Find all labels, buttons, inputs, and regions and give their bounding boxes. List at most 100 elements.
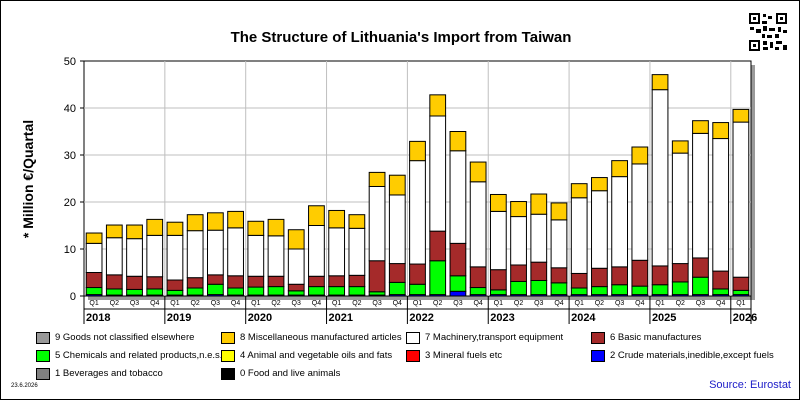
y-tick-label: 10 bbox=[64, 244, 76, 256]
x-tick-label: Q1 bbox=[89, 300, 98, 307]
bar-segment bbox=[166, 279, 184, 291]
x-tick-label: Q3 bbox=[292, 300, 301, 307]
bar-segment bbox=[489, 193, 507, 212]
x-tick-label: Q4 bbox=[554, 300, 563, 307]
bar-segment bbox=[388, 263, 406, 283]
bar-segment bbox=[206, 212, 224, 231]
bar-segment bbox=[348, 214, 366, 229]
bar-segment bbox=[732, 121, 750, 278]
year-label: 2026 bbox=[733, 312, 757, 324]
bar-segment bbox=[469, 287, 487, 296]
bar-segment bbox=[550, 282, 568, 296]
bar-segment bbox=[206, 229, 224, 276]
chart-svg: 0 10 20 30 40 50 Q1 Q2 Q3 Q4 Q1 Q2 Q3 Q4 Q1 Q2 Q3 Q4 Q1 Q2 Q… bbox=[64, 56, 757, 324]
bar-segment bbox=[671, 281, 689, 296]
bar-segment bbox=[126, 275, 143, 290]
bar-segment bbox=[692, 276, 709, 296]
bar-segment bbox=[247, 286, 265, 296]
bar-segment bbox=[105, 237, 123, 276]
bar-segment bbox=[692, 257, 709, 278]
bar-segment bbox=[530, 193, 548, 215]
bar-segment bbox=[267, 218, 285, 237]
year-label: 2018 bbox=[86, 312, 110, 324]
x-tick-label: Q3 bbox=[615, 300, 624, 307]
legend-swatch bbox=[221, 368, 235, 380]
date-stamp: 23.6.2026 bbox=[11, 383, 38, 389]
bar-segment bbox=[166, 221, 184, 236]
x-tick-label: Q2 bbox=[595, 300, 604, 307]
bar-segment bbox=[631, 163, 649, 261]
bar-segment bbox=[348, 274, 366, 288]
x-tick-label: Q2 bbox=[271, 300, 280, 307]
legend-swatch bbox=[36, 332, 50, 344]
year-label: 2020 bbox=[248, 312, 272, 324]
legend-label: 3 Mineral fuels etc bbox=[425, 350, 503, 361]
bar-segment bbox=[712, 288, 730, 296]
bar-segment bbox=[308, 205, 325, 226]
bar-segment bbox=[227, 275, 244, 289]
bar-segment bbox=[388, 281, 406, 296]
legend: 9 Goods not classified elsewhere 8 Miscel… bbox=[36, 332, 796, 382]
x-tick-label: Q1 bbox=[251, 300, 260, 307]
bar-segment bbox=[328, 227, 346, 277]
bar-segment bbox=[105, 288, 123, 296]
bar-segment bbox=[247, 234, 265, 277]
x-tick-label: Q4 bbox=[393, 300, 402, 307]
bar-segment bbox=[308, 286, 325, 296]
x-tick-label: Q2 bbox=[514, 300, 523, 307]
bar-segment bbox=[105, 274, 123, 290]
bar-segment bbox=[611, 266, 629, 286]
bar-segment bbox=[712, 138, 730, 272]
legend-swatch bbox=[406, 350, 420, 362]
legend-label: 6 Basic manufactures bbox=[610, 332, 702, 343]
legend-swatch bbox=[591, 350, 605, 362]
legend-swatch bbox=[406, 332, 420, 344]
bar-segment bbox=[328, 275, 346, 288]
legend-label: 2 Crude materials,inedible,except fuels bbox=[610, 350, 774, 361]
bar-segment bbox=[489, 269, 507, 291]
bar-segment bbox=[631, 285, 649, 296]
x-tick-label: Q2 bbox=[676, 300, 685, 307]
bar-segment bbox=[287, 283, 305, 292]
bar-segment bbox=[651, 74, 669, 91]
bar-segment bbox=[166, 289, 184, 296]
bar-segment bbox=[611, 160, 629, 178]
bar-segment bbox=[409, 283, 426, 296]
x-tick-label: Q1 bbox=[170, 300, 179, 307]
x-tick-label: Q3 bbox=[696, 300, 705, 307]
bar-segment bbox=[530, 279, 548, 296]
bar-segment bbox=[469, 181, 487, 268]
bar-segment bbox=[85, 242, 103, 273]
bar-segment bbox=[550, 202, 568, 221]
year-label: 2019 bbox=[167, 312, 191, 324]
bar-segment bbox=[631, 146, 649, 165]
x-tick-label: Q2 bbox=[110, 300, 119, 307]
bar-segment bbox=[146, 276, 164, 290]
bar-segment bbox=[591, 177, 608, 192]
x-tick-label: Q3 bbox=[211, 300, 220, 307]
bar-segment bbox=[85, 287, 103, 296]
legend-swatch bbox=[36, 350, 50, 362]
bar-segment bbox=[287, 229, 305, 250]
bar-segment bbox=[611, 176, 629, 268]
bar-segment bbox=[692, 120, 709, 134]
bar-segment bbox=[570, 183, 588, 199]
bar-segment bbox=[429, 115, 447, 232]
legend-label: 9 Goods not classified elsewhere bbox=[55, 332, 195, 343]
legend-label: 1 Beverages and tobacco bbox=[55, 368, 163, 379]
bar-segment bbox=[429, 94, 447, 117]
bar-segment bbox=[409, 160, 426, 265]
legend-swatch bbox=[36, 368, 50, 380]
x-tick-label: Q4 bbox=[473, 300, 482, 307]
bar-segment bbox=[267, 235, 285, 277]
bar-segment bbox=[712, 270, 730, 290]
x-tick-label: Q1 bbox=[332, 300, 341, 307]
bar-segment bbox=[469, 161, 487, 183]
x-tick-label: Q4 bbox=[635, 300, 644, 307]
bar-segment bbox=[429, 230, 447, 262]
legend-label: 5 Chemicals and related products,n.e.s. bbox=[55, 350, 223, 361]
bar-segment bbox=[591, 190, 608, 269]
legend-label: 7 Machinery,transport equipment bbox=[425, 332, 564, 343]
bar-segment bbox=[409, 140, 426, 162]
bar-segment bbox=[126, 288, 143, 296]
